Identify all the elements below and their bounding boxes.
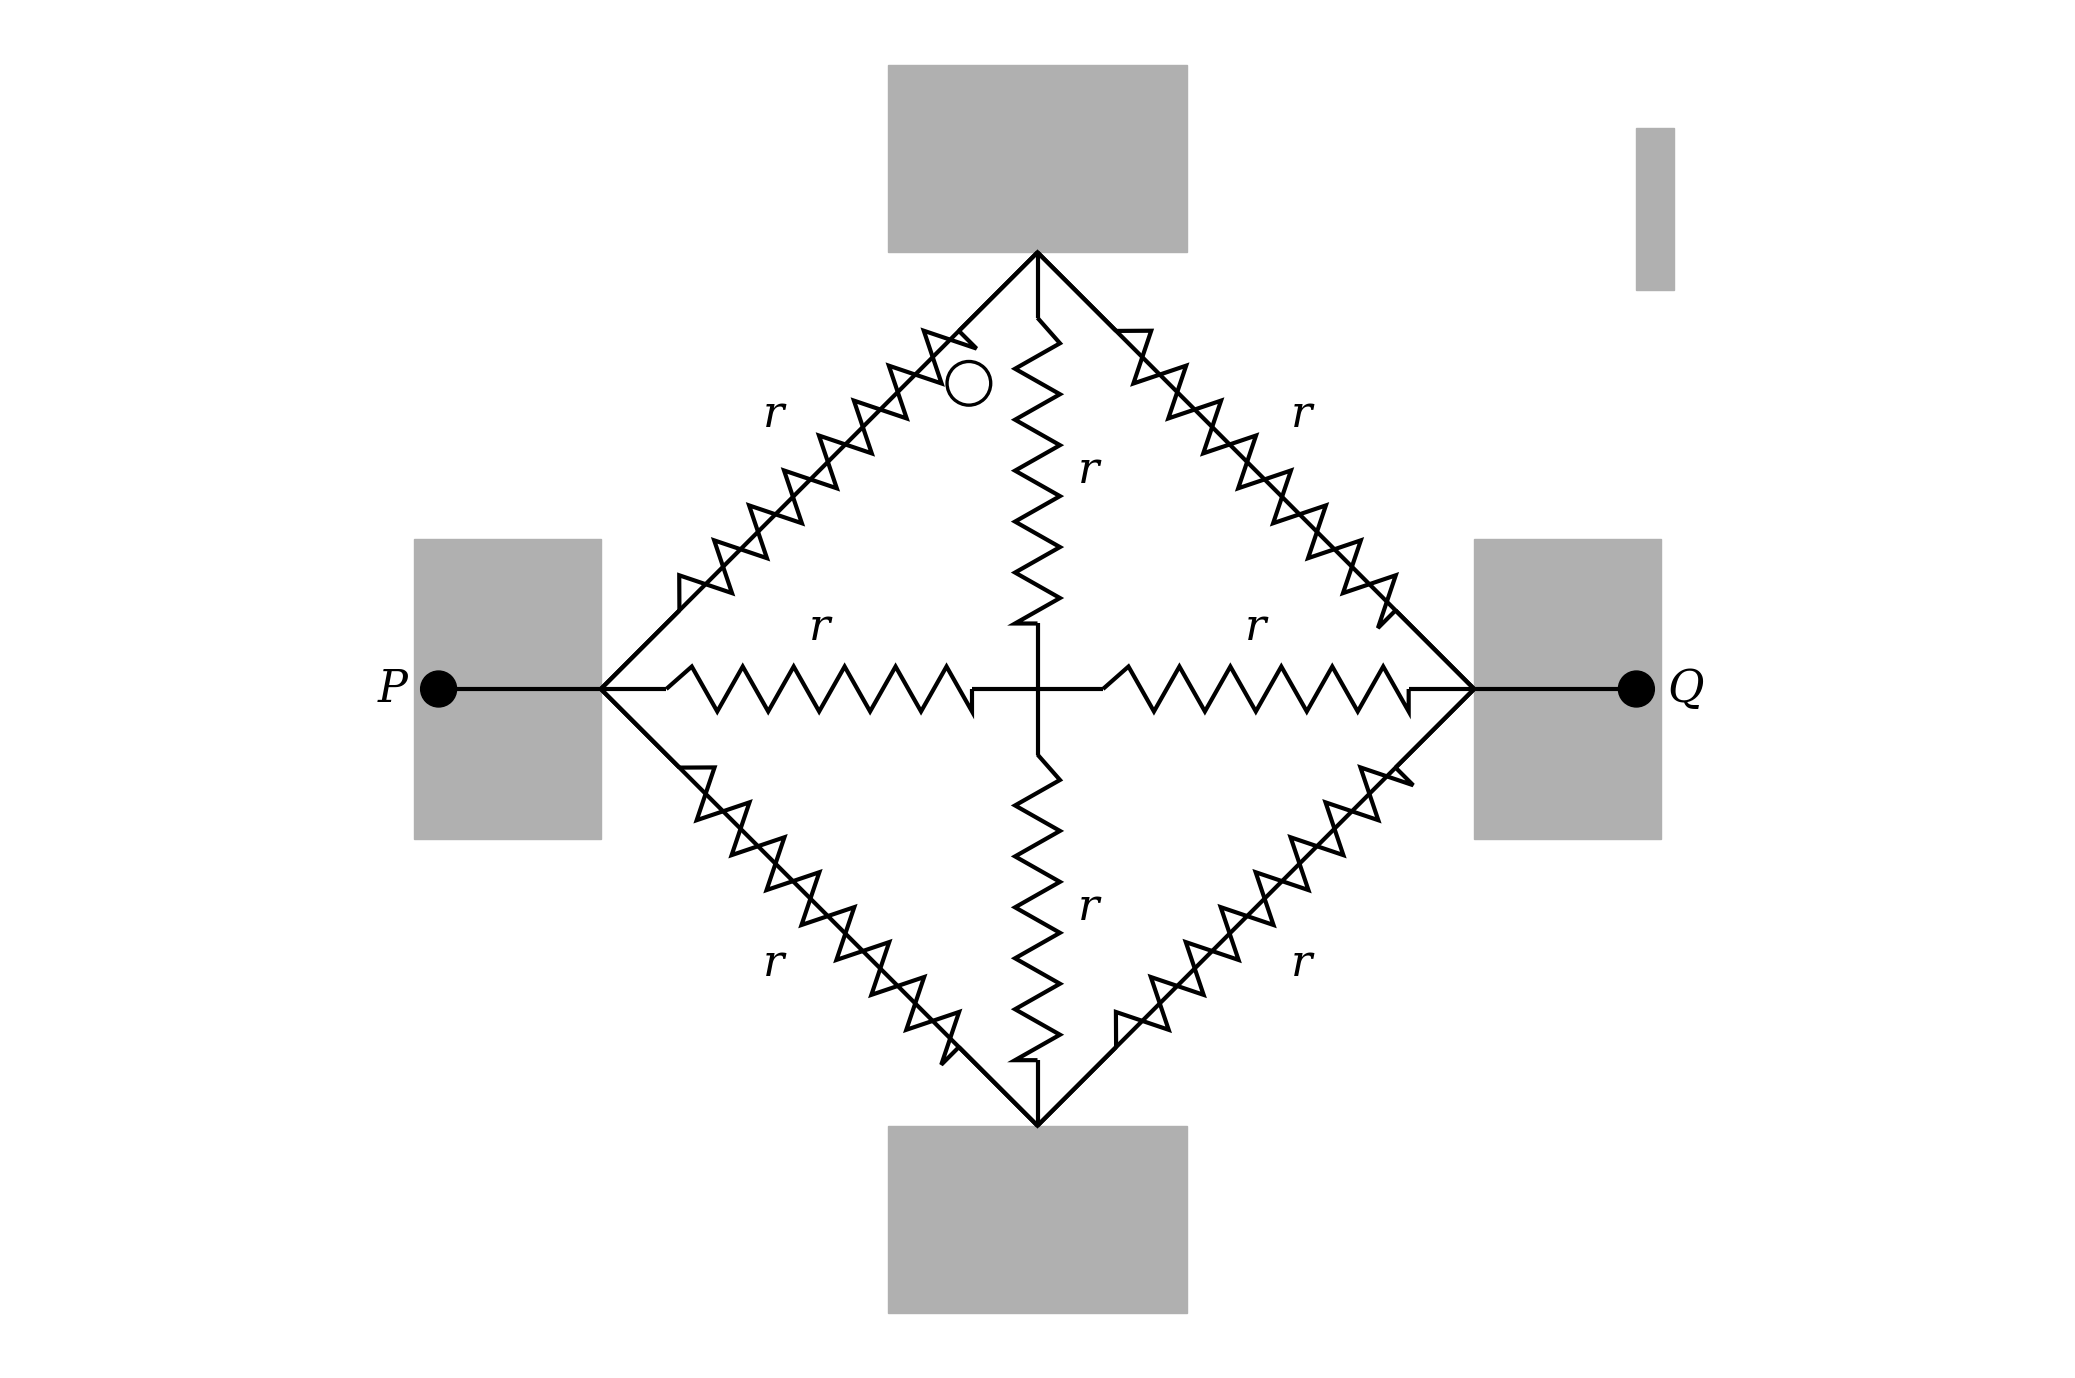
Text: r: r <box>1245 606 1266 649</box>
Text: r: r <box>1291 393 1311 435</box>
Text: r: r <box>1077 886 1098 929</box>
Circle shape <box>421 671 456 707</box>
Polygon shape <box>888 65 1187 252</box>
Text: P: P <box>378 667 407 711</box>
Text: r: r <box>809 606 830 649</box>
Circle shape <box>1618 671 1654 707</box>
Polygon shape <box>602 252 1473 1126</box>
Text: r: r <box>764 943 784 985</box>
Polygon shape <box>602 252 1473 1126</box>
Polygon shape <box>969 77 1006 240</box>
Text: Q: Q <box>1668 667 1704 711</box>
Text: r: r <box>1291 943 1311 985</box>
Text: r: r <box>764 393 784 435</box>
Circle shape <box>946 361 990 405</box>
Polygon shape <box>1473 539 1662 839</box>
Text: r: r <box>1077 449 1098 492</box>
Polygon shape <box>1637 128 1675 289</box>
Polygon shape <box>888 1126 1187 1313</box>
Polygon shape <box>413 539 602 839</box>
